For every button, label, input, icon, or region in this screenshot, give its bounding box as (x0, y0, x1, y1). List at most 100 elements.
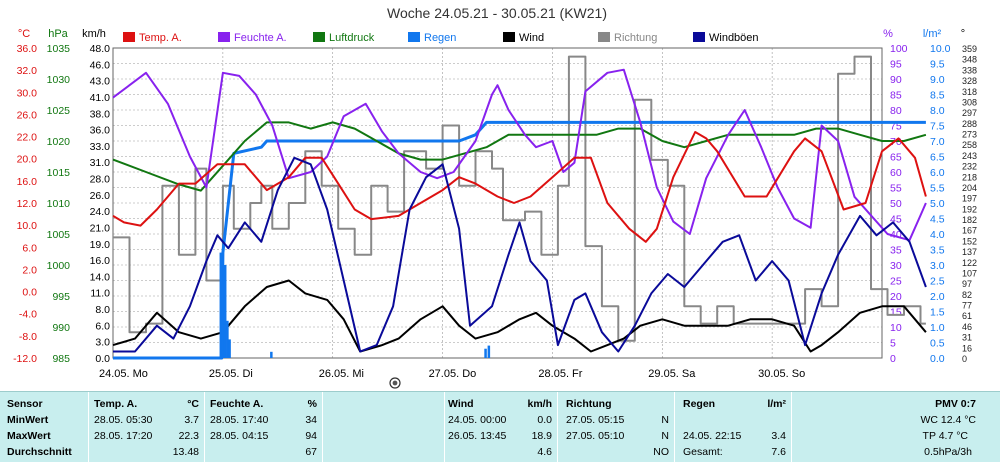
stats-humidity-title: Feuchte A. (210, 398, 264, 410)
tick-label-direction: 107 (962, 268, 977, 278)
tick-label-direction: 137 (962, 247, 977, 257)
stats-temp-max: 22.3 (178, 430, 199, 442)
tick-label-temp: 0.0 (22, 287, 37, 299)
tick-label-rain: 7.5 (930, 121, 945, 133)
tick-label-wind: 6.0 (95, 320, 110, 332)
tick-label-direction: 243 (962, 151, 977, 161)
tick-label-wind: 0.0 (95, 353, 110, 365)
tick-label-direction: 46 (962, 322, 972, 332)
x-tick-label: 24.05. Mo (99, 368, 148, 380)
tick-label-direction: 273 (962, 130, 977, 140)
tick-label-direction: 152 (962, 236, 977, 246)
stats-col-spacer (323, 392, 445, 462)
tick-label-pressure: 990 (52, 322, 70, 334)
legend-label-wind: Wind (519, 32, 544, 44)
tick-label-wind: 21.0 (90, 222, 111, 234)
stats-sensor-title: Sensor (7, 398, 43, 410)
tick-label-temp: 26.0 (17, 109, 38, 121)
tick-label-direction: 359 (962, 44, 977, 54)
tick-label-wind: 19.0 (90, 239, 111, 251)
rain-bar (223, 265, 227, 358)
stats-pmv-wc: WC 12.4 °C (920, 414, 976, 426)
stats-humidity-max: 94 (305, 430, 317, 442)
tick-label-wind: 16.0 (90, 255, 111, 267)
humidity-axis-unit: % (883, 28, 893, 40)
tick-label-humidity: 80 (890, 105, 902, 117)
tick-label-pressure: 1015 (47, 167, 71, 179)
tick-label-humidity: 75 (890, 121, 902, 133)
legend-swatch-direction (598, 32, 610, 42)
legend-swatch-gust (693, 32, 705, 42)
tick-label-humidity: 20 (890, 291, 902, 303)
x-tick-label: 29.05. Sa (648, 368, 696, 380)
tick-label-rain: 5.5 (930, 183, 945, 195)
tick-label-direction: 31 (962, 333, 972, 343)
stats-direction-max-time: 27.05. 05:10 (566, 430, 625, 442)
axis-ticks: 36.0 32.0 30.0 26.0 22.0 20.0 16.0 12.0 10.0 6.0 2… (13, 43, 977, 365)
tick-label-temp: 32.0 (17, 65, 38, 77)
tick-label-direction: 97 (962, 279, 972, 289)
legend-label-gust: Windböen (709, 32, 759, 44)
tick-label-direction: 197 (962, 194, 977, 204)
stats-humidity-max-time: 28.05. 04:15 (210, 430, 269, 442)
tick-label-rain: 9.5 (930, 59, 945, 71)
stats-col-wind: Wind km/h 24.05. 00:00 0.0 26.05. 13:45 … (445, 392, 558, 462)
stats-temp-max-time: 28.05. 17:20 (94, 430, 153, 442)
tick-label-direction: 82 (962, 290, 972, 300)
tick-label-direction: 16 (962, 343, 972, 353)
tick-label-wind: 28.0 (90, 174, 111, 186)
rain-bar (484, 348, 487, 358)
tick-label-wind: 3.0 (95, 337, 110, 349)
stats-row-min-label: MinWert (7, 414, 49, 426)
tick-label-rain: 0.5 (930, 338, 945, 350)
tick-label-temp: 2.0 (22, 264, 37, 276)
legend-label-rain: Regen (424, 32, 456, 44)
stats-rain-total: 7.6 (771, 446, 786, 458)
grid (113, 48, 882, 358)
timeline-handle[interactable] (389, 377, 401, 389)
tick-label-humidity: 10 (890, 322, 902, 334)
tick-label-direction: 288 (962, 119, 977, 129)
stats-wind-min: 0.0 (537, 414, 552, 426)
tick-label-direction: 122 (962, 258, 977, 268)
tick-label-pressure: 1025 (47, 105, 71, 117)
tick-label-humidity: 50 (890, 198, 902, 210)
stats-direction-avg: NO (653, 446, 669, 458)
tick-label-wind: 14.0 (90, 271, 111, 283)
tick-label-direction: 0 (962, 354, 967, 364)
stats-humidity-min-time: 28.05. 17:40 (210, 414, 269, 426)
pressure-axis-unit: hPa (48, 28, 68, 40)
series-line-direction (113, 55, 926, 342)
tick-label-pressure: 985 (52, 353, 70, 365)
chart-title: Woche 24.05.21 - 30.05.21 (KW21) (387, 5, 607, 21)
tick-label-wind: 33.0 (90, 141, 111, 153)
tick-label-pressure: 1020 (47, 136, 71, 148)
tick-label-direction: 232 (962, 162, 977, 172)
stats-rain-max-time: 24.05. 22:15 (683, 430, 742, 442)
direction-axis-unit: ° (961, 28, 965, 40)
stats-rain-max: 3.4 (771, 430, 786, 442)
tick-label-humidity: 95 (890, 59, 902, 71)
legend-swatch-humidity (218, 32, 230, 42)
legend-swatch-wind (503, 32, 515, 42)
tick-label-direction: 182 (962, 215, 977, 225)
tick-label-humidity: 55 (890, 183, 902, 195)
tick-label-pressure: 995 (52, 291, 70, 303)
stats-humidity-avg: 67 (305, 446, 317, 458)
tick-label-pressure: 1035 (47, 43, 71, 55)
tick-label-direction: 338 (962, 65, 977, 75)
temp-axis-unit: °C (18, 28, 30, 40)
statistics-panel: Sensor MinWert MaxWert Durchschnitt Temp… (0, 391, 1000, 462)
tick-label-rain: 6.5 (930, 152, 945, 164)
series-layer (112, 55, 927, 360)
tick-label-wind: 24.0 (90, 206, 111, 218)
x-tick-label: 25.05. Di (209, 368, 253, 380)
tick-label-temp: 16.0 (17, 176, 38, 188)
legend-swatch-pressure (313, 32, 325, 42)
tick-label-direction: 204 (962, 183, 977, 193)
tick-label-direction: 328 (962, 76, 977, 86)
x-tick-label: 30.05. So (758, 368, 805, 380)
legend: Temp. A. Feuchte A. Luftdruck Regen Wind… (123, 32, 759, 44)
tick-label-humidity: 40 (890, 229, 902, 241)
tick-label-rain: 1.5 (930, 307, 945, 319)
